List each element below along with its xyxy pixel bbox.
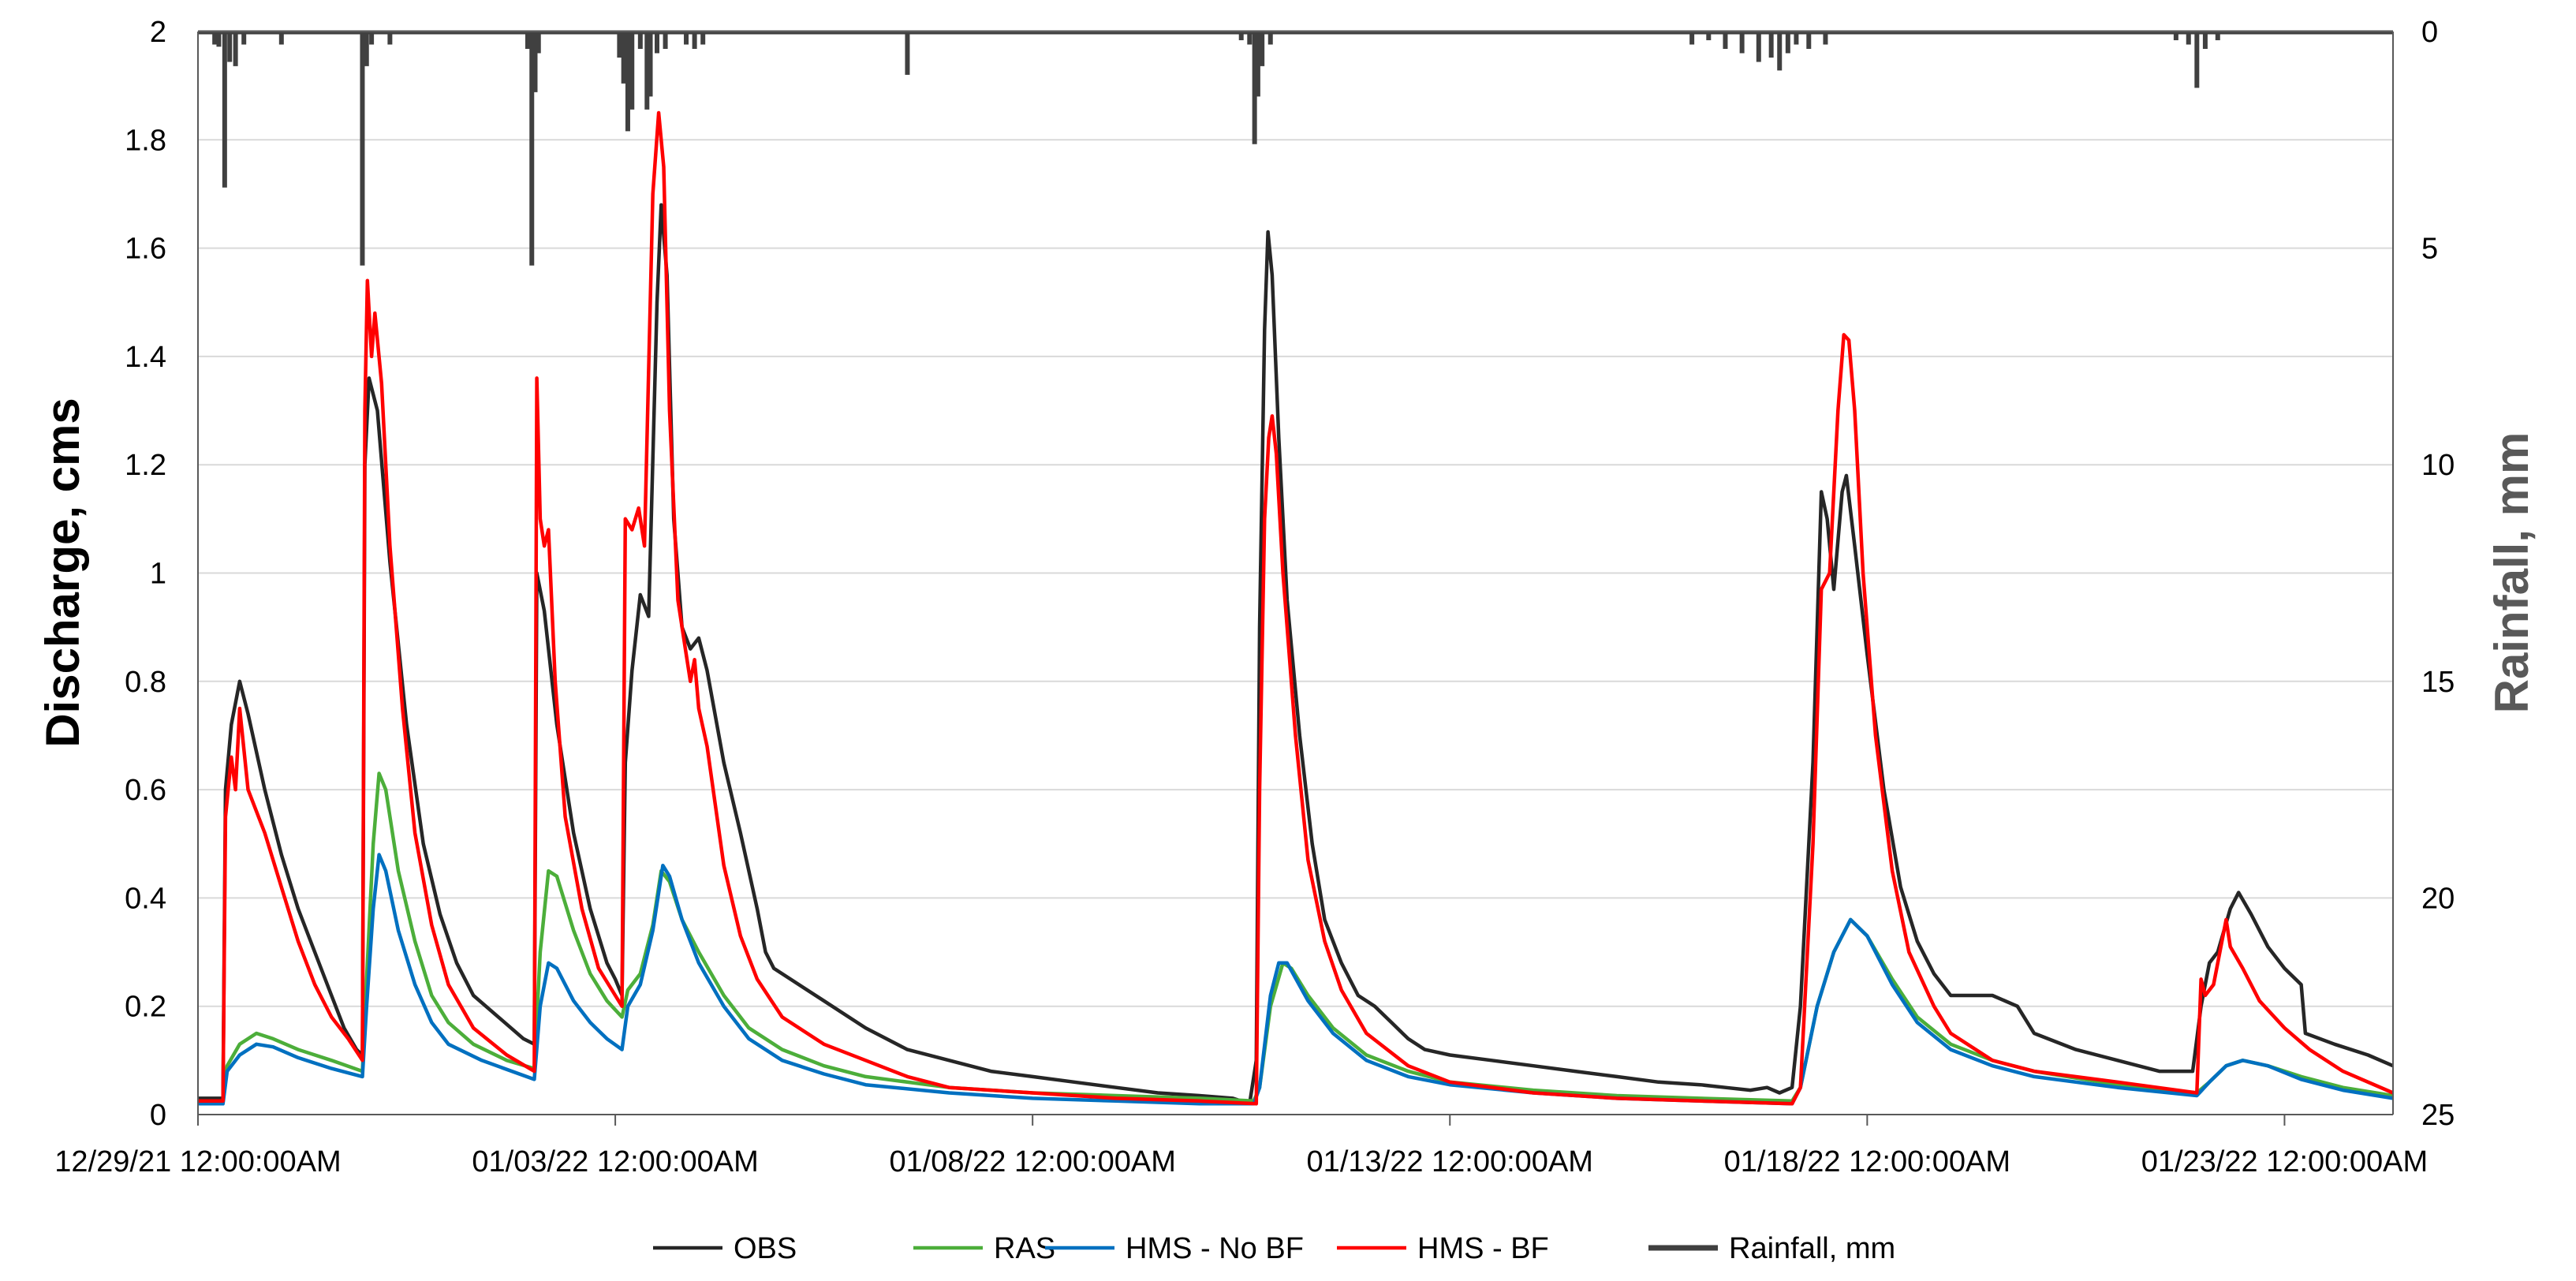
legend: OBS RAS HMS - No BF HMS - BF Rainfall, mm [653,1232,1895,1265]
y2-tick-label: 10 [2421,449,2455,482]
y-tick-label: 1.6 [125,233,166,266]
y-tick-label: 1.4 [125,341,166,374]
y-tick-label: 0 [150,1099,166,1132]
x-tick-label: 12/29/21 12:00:00AM [54,1145,341,1178]
y-tick-label: 0.8 [125,666,166,699]
legend-label: HMS - BF [1417,1232,1549,1265]
x-tick-label: 01/18/22 12:00:00AM [1724,1145,2010,1178]
legend-label: OBS [734,1232,797,1265]
y2-tick-label: 25 [2421,1099,2455,1132]
x-tick-label: 01/13/22 12:00:00AM [1307,1145,1593,1178]
y-tick-label: 0.4 [125,882,166,915]
y-tick-label: 0.2 [125,991,166,1024]
y2-tick-label: 15 [2421,666,2455,699]
axes [197,31,2394,1115]
y2-tick-label: 5 [2421,233,2438,266]
y-tick-label: 0.6 [125,774,166,807]
series-line-obs [198,203,2394,1106]
x-tick-label: 01/08/22 12:00:00AM [889,1145,1175,1178]
gridlines [198,31,2393,1007]
x-tick-label: 01/23/22 12:00:00AM [2141,1145,2428,1178]
legend-label: Rainfall, mm [1729,1232,1895,1265]
y2-tick-label: 0 [2421,16,2438,49]
series-line-hms-bf [198,110,2394,1106]
discharge-series [198,110,2394,1106]
y2-tick-label: 20 [2421,882,2455,915]
x-tick-label: 01/03/22 12:00:00AM [472,1145,758,1178]
rainfall-series [198,30,2393,266]
y-tick-label: 1.8 [125,124,166,157]
y-tick-label: 2 [150,16,166,49]
y2-axis-title: Rainfall, mm [2485,432,2538,714]
series-line-ras [198,771,2394,1104]
legend-label: HMS - No BF [1126,1232,1304,1265]
y2-axis-ticks: 0 5 10 15 20 25 [2421,16,2455,1132]
x-axis-ticks: 12/29/21 12:00:00AM 01/03/22 12:00:00AM 01… [54,1115,2428,1178]
series-line-hms-no-bf [198,853,2394,1106]
y-tick-label: 1.2 [125,449,166,482]
y-axis-title: Discharge, cms [36,398,89,748]
y-axis-ticks: 0 0.2 0.4 0.6 0.8 1 1.2 1.4 1.6 1.8 2 [125,16,166,1132]
y-tick-label: 1 [150,558,166,591]
